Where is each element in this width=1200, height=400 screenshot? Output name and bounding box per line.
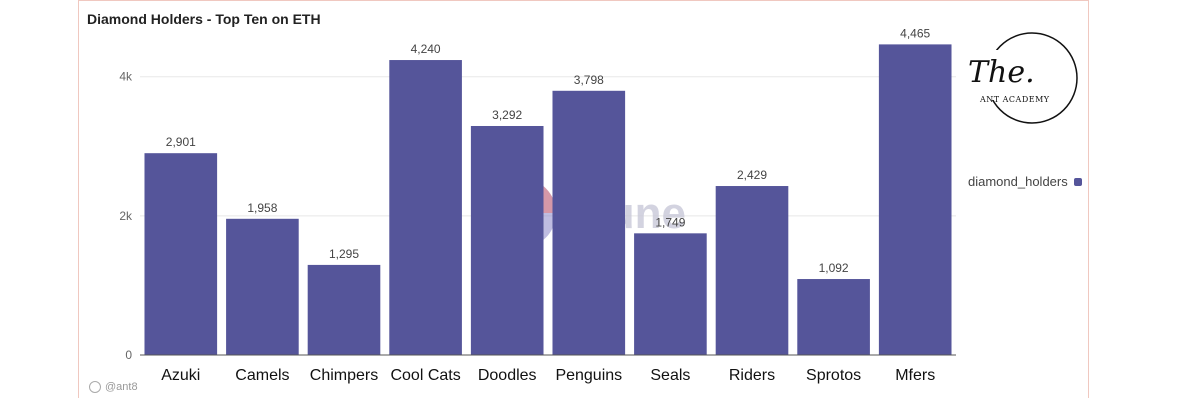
y-tick-label: 2k: [119, 209, 133, 223]
data-label: 1,958: [247, 201, 277, 215]
logo-script: The.: [968, 55, 1035, 90]
y-tick-label: 4k: [119, 70, 133, 84]
legend[interactable]: diamond_holders: [968, 174, 1082, 189]
chart-title: Diamond Holders - Top Ten on ETH: [87, 11, 321, 27]
data-label: 1,749: [655, 215, 685, 229]
data-label: 3,798: [574, 73, 604, 87]
data-label: 4,465: [900, 26, 930, 40]
data-labels: 2,901 1,958 1,295 4,240 3,292 3,798 1,749 2,429…: [166, 26, 931, 275]
bar-penguins[interactable]: [552, 90, 626, 355]
y-tick-labels: 0 2k 4k: [119, 70, 133, 362]
data-label: 2,429: [737, 168, 767, 182]
bar-azuki[interactable]: [144, 153, 218, 355]
data-label: 1,092: [819, 261, 849, 275]
x-tick-label: Riders: [729, 367, 775, 384]
bar-mfers[interactable]: [878, 44, 952, 356]
legend-label: diamond_holders: [968, 174, 1068, 189]
data-label: 3,292: [492, 108, 522, 122]
y-tick-label: 0: [125, 348, 132, 362]
x-tick-label: Seals: [650, 367, 690, 384]
bar-doodles[interactable]: [470, 125, 544, 355]
bar-chimpers[interactable]: [307, 264, 381, 355]
footer-attribution: @ant8: [89, 381, 138, 393]
data-label: 2,901: [166, 135, 196, 149]
bar-riders[interactable]: [715, 186, 789, 355]
footer-username[interactable]: @ant8: [105, 381, 138, 393]
x-tick-label: Sprotos: [806, 367, 861, 384]
x-tick-label: Penguins: [555, 367, 622, 384]
x-tick-label: Camels: [235, 367, 289, 384]
bars: [144, 44, 952, 356]
data-label: 4,240: [411, 42, 441, 56]
chart-card: Diamond Holders - Top Ten on ETH @ant8: [78, 0, 1089, 398]
x-tick-label: Doodles: [478, 367, 537, 384]
bar-sprotos[interactable]: [797, 279, 870, 355]
x-tick-label: Mfers: [895, 367, 935, 384]
legend-swatch: [1073, 177, 1082, 186]
x-tick-labels: Azuki Camels Chimpers Cool Cats Doodles Pengu…: [161, 367, 935, 384]
bar-camels[interactable]: [226, 218, 299, 355]
ant-academy-logo: The. ANT ACADEMY: [962, 32, 1078, 124]
user-icon: [89, 381, 101, 393]
data-label: 1,295: [329, 247, 359, 261]
x-tick-label: Chimpers: [310, 367, 378, 384]
x-tick-label: Azuki: [161, 367, 200, 384]
logo-subtitle: ANT ACADEMY: [979, 95, 1050, 104]
bar-seals[interactable]: [634, 233, 707, 355]
bar-cool-cats[interactable]: [389, 60, 462, 355]
x-tick-label: Cool Cats: [390, 367, 460, 384]
